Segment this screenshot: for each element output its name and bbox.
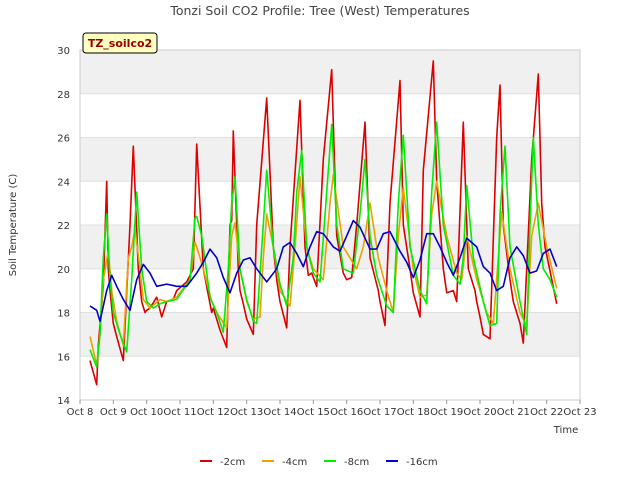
y-tick-label: 26 bbox=[57, 134, 70, 145]
series-line-minus-2cm bbox=[89, 60, 558, 386]
x-tick-label: Oct 20 bbox=[463, 407, 496, 418]
data-series bbox=[89, 60, 558, 386]
legend-label: -4cm bbox=[282, 457, 307, 468]
y-tick-label: 16 bbox=[57, 352, 70, 363]
annotation-box-frame bbox=[82, 32, 158, 54]
x-tick-label: Oct 15 bbox=[297, 407, 330, 418]
x-tick-label: Oct 23 bbox=[563, 407, 596, 418]
x-tick-label: Oct 16 bbox=[330, 407, 363, 418]
x-tick-label: Oct 8 bbox=[67, 407, 94, 418]
y-tick-label: 14 bbox=[57, 396, 70, 407]
y-tick-label: 30 bbox=[57, 46, 70, 57]
series-line-minus-16cm bbox=[89, 219, 558, 323]
y-tick-label: 22 bbox=[57, 221, 70, 232]
x-axis-label: Time bbox=[553, 425, 578, 436]
legend-label: -8cm bbox=[344, 457, 369, 468]
grid-band bbox=[80, 312, 580, 357]
x-tick-label: Oct 10 bbox=[130, 407, 163, 418]
x-tick-label: Oct 17 bbox=[363, 407, 396, 418]
grid-band bbox=[80, 268, 580, 313]
x-tick-label: Oct 21 bbox=[497, 407, 530, 418]
y-tick-label: 20 bbox=[57, 265, 70, 276]
annotation-box: TZ_soilco2 bbox=[82, 32, 158, 54]
grid-band bbox=[80, 225, 580, 269]
x-tick-label: Oct 12 bbox=[197, 407, 230, 418]
x-tick-label: Oct 19 bbox=[430, 407, 463, 418]
x-tick-label: Oct 11 bbox=[163, 407, 196, 418]
x-tick-label: Oct 22 bbox=[530, 407, 563, 418]
y-axis-label: Soil Temperature (C) bbox=[8, 174, 19, 277]
plot-background bbox=[80, 50, 580, 401]
legend-label: -2cm bbox=[220, 457, 245, 468]
x-tick-label: Oct 14 bbox=[263, 407, 296, 418]
x-tick-label: Oct 18 bbox=[397, 407, 430, 418]
x-tick-labels: Oct 8 Oct 9 Oct 10 Oct 11 Oct 12 Oct 13 Oct 14… bbox=[67, 400, 597, 418]
grid-band bbox=[80, 356, 580, 400]
annotation-label: TZ_soilco2 bbox=[88, 37, 152, 50]
x-tick-label: Oct 9 bbox=[100, 407, 127, 418]
grid-band bbox=[80, 93, 580, 138]
y-tick-label: 24 bbox=[57, 177, 70, 188]
legend: -2cm -4cm -8cm -16cm bbox=[200, 457, 438, 468]
legend-label: -16cm bbox=[406, 457, 438, 468]
x-tick-label: Oct 13 bbox=[230, 407, 263, 418]
y-tick-label: 28 bbox=[57, 90, 70, 101]
y-tick-label: 18 bbox=[57, 309, 70, 320]
chart-title: Tonzi Soil CO2 Profile: Tree (West) Temp… bbox=[169, 3, 469, 18]
plot-frame bbox=[79, 49, 581, 401]
series-line-minus-4cm bbox=[89, 173, 558, 366]
y-tick-labels: 14 16 18 20 22 24 26 28 30 bbox=[57, 46, 70, 407]
series-line-minus-8cm bbox=[89, 121, 558, 369]
